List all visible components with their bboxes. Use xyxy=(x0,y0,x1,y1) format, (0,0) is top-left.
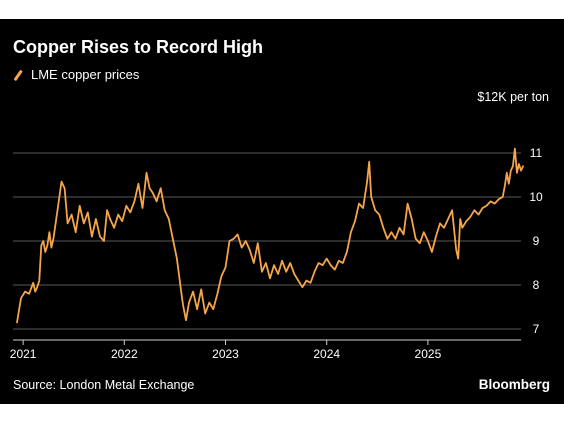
x-tick-label-2023: 2023 xyxy=(212,347,239,361)
brand-logo: Bloomberg xyxy=(478,377,550,392)
y-axis-unit-label: $12K per ton xyxy=(477,90,549,104)
chart-title: Copper Rises to Record High xyxy=(13,37,264,57)
x-tick-label-2025: 2025 xyxy=(415,347,442,361)
chart-card: Copper Rises to Record High LME copper p… xyxy=(0,19,564,404)
source-note: Source: London Metal Exchange xyxy=(13,378,195,392)
x-tick-label-2022: 2022 xyxy=(111,347,138,361)
y-tick-label-11: 11 xyxy=(530,146,543,160)
line-chart: 7 8 9 10 11 2021 2022 2023 2024 2025 xyxy=(10,146,543,361)
x-tick-label-2021: 2021 xyxy=(10,347,37,361)
y-tick-label-7: 7 xyxy=(533,322,540,336)
series-line-0 xyxy=(16,147,524,324)
y-tick-label-10: 10 xyxy=(529,190,543,204)
x-tick-label-2024: 2024 xyxy=(313,347,340,361)
y-tick-label-9: 9 xyxy=(533,234,540,248)
legend-label: LME copper prices xyxy=(31,67,140,82)
y-tick-label-8: 8 xyxy=(533,278,540,292)
legend: LME copper prices xyxy=(13,67,139,82)
